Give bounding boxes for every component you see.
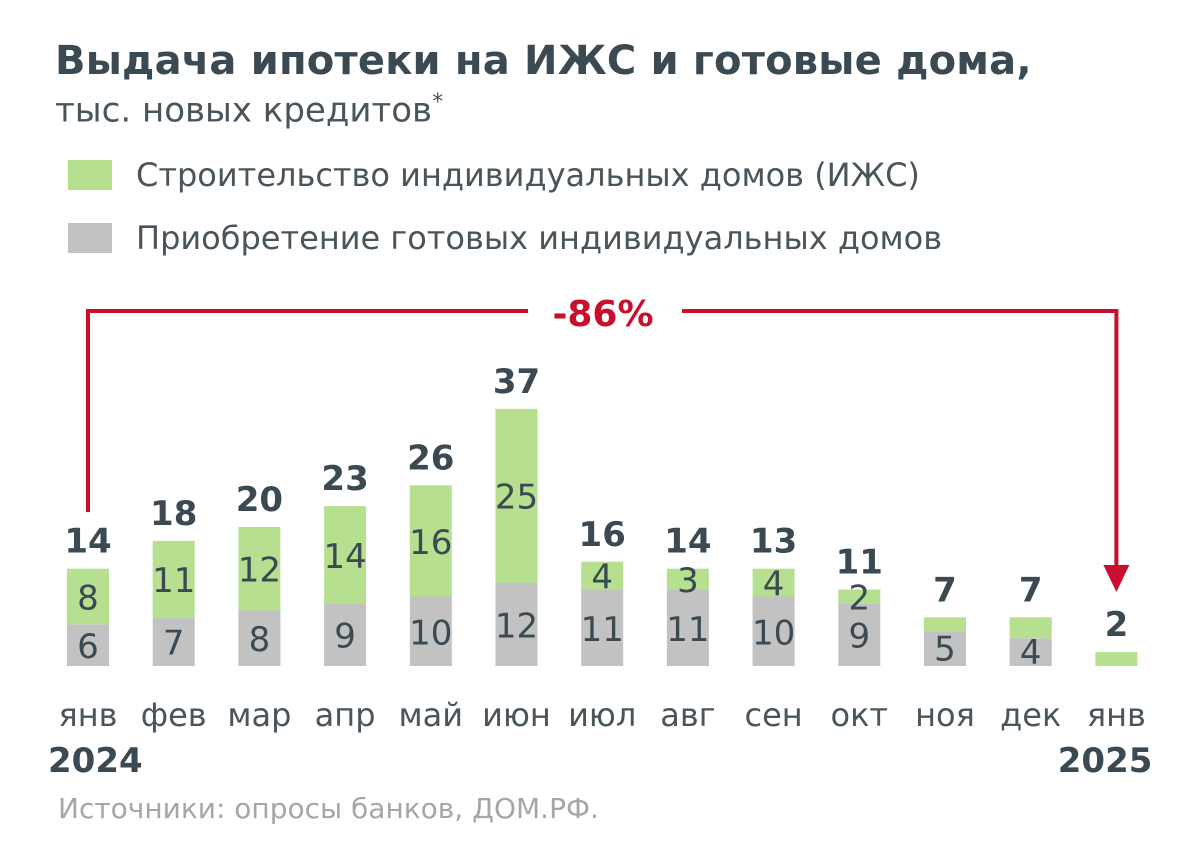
annotation-line-right <box>682 309 1119 565</box>
bar-izhs-8 <box>666 568 709 590</box>
category-2: фев <box>141 696 207 734</box>
total-5: 26 <box>407 438 454 478</box>
bar-izhs-11 <box>924 617 966 632</box>
total-2: 18 <box>150 494 197 534</box>
label-izhs-5: 16 <box>409 523 452 563</box>
label-ready-2: 7 <box>163 624 185 664</box>
label-ready-4: 9 <box>334 617 356 657</box>
year-end: 2025 <box>1058 741 1153 781</box>
bar-ready-11 <box>924 631 966 666</box>
label-izhs-8: 3 <box>677 561 699 601</box>
bar-izhs-10 <box>838 589 881 604</box>
chart-subtitle: тыс. новых кредитов* <box>55 90 443 130</box>
category-8: авг <box>660 696 715 734</box>
subtitle-text: тыс. новых кредитов <box>55 90 433 131</box>
bar-izhs-2 <box>152 540 195 618</box>
total-11: 7 <box>933 570 957 610</box>
bar-ready-2 <box>152 617 195 666</box>
label-izhs-1: 8 <box>77 579 99 619</box>
bar-izhs-13 <box>1095 652 1138 666</box>
bar-ready-7 <box>581 589 624 666</box>
category-5: май <box>399 696 464 734</box>
total-7: 16 <box>579 515 626 555</box>
bar-ready-1 <box>67 624 109 666</box>
bar-ready-5 <box>409 596 452 666</box>
subtitle-footnote-marker: * <box>432 90 444 115</box>
label-izhs-7: 4 <box>591 558 613 598</box>
bar-izhs-4 <box>324 506 367 604</box>
label-ready-11: 5 <box>934 630 956 670</box>
category-10: окт <box>831 696 889 734</box>
category-7: июл <box>568 696 636 734</box>
label-izhs-2: 11 <box>152 561 195 601</box>
bar-ready-4 <box>324 603 367 666</box>
bar-ready-6 <box>495 582 538 666</box>
label-ready-10: 9 <box>848 617 870 657</box>
bar-ready-10 <box>838 603 881 666</box>
label-izhs-6: 25 <box>495 478 538 518</box>
label-ready-9: 10 <box>752 613 795 653</box>
bar-ready-12 <box>1009 638 1052 666</box>
legend-item-izhs: Строительство индивидуальных домов (ИЖС) <box>68 155 920 195</box>
category-13: янв <box>1087 696 1146 734</box>
legend-item-ready-houses: Приобретение готовых индивидуальных домо… <box>68 218 942 258</box>
total-13: 2 <box>1105 605 1129 645</box>
annotation-line-left <box>86 309 528 512</box>
category-12: дек <box>1000 696 1061 734</box>
source-note: Источники: опросы банков, ДОМ.РФ. <box>58 792 599 825</box>
legend-label-ready-houses: Приобретение готовых индивидуальных домо… <box>136 219 943 257</box>
label-ready-1: 6 <box>77 627 99 667</box>
legend-swatch-ready-houses <box>68 223 112 253</box>
total-12: 7 <box>1019 570 1043 610</box>
year-start: 2024 <box>48 741 143 781</box>
chart-title: Выдача ипотеки на ИЖС и готовые дома, <box>55 38 1032 84</box>
total-8: 14 <box>664 522 711 562</box>
bar-ready-3 <box>238 610 281 666</box>
bar-izhs-7 <box>581 561 624 590</box>
total-3: 20 <box>236 480 283 520</box>
label-ready-12: 4 <box>1020 633 1042 673</box>
annotation-arrowhead <box>1103 565 1130 592</box>
bar-izhs-12 <box>1009 617 1052 639</box>
category-6: июн <box>482 696 551 734</box>
label-ready-3: 8 <box>249 620 271 660</box>
total-4: 23 <box>321 459 368 499</box>
total-6: 37 <box>493 362 540 402</box>
category-9: сен <box>744 696 802 734</box>
total-1: 14 <box>64 522 111 562</box>
label-izhs-3: 12 <box>238 551 281 591</box>
label-izhs-10: 2 <box>848 579 870 619</box>
label-izhs-9: 4 <box>763 565 785 605</box>
total-9: 13 <box>750 522 797 562</box>
category-3: мар <box>227 696 291 734</box>
bar-izhs-1 <box>67 568 109 625</box>
total-10: 11 <box>836 543 883 583</box>
label-ready-7: 11 <box>581 610 624 650</box>
legend-label-izhs: Строительство индивидуальных домов (ИЖС) <box>136 156 920 194</box>
category-1: янв <box>58 696 117 734</box>
bar-izhs-3 <box>238 527 281 611</box>
bar-izhs-9 <box>752 568 795 597</box>
bar-izhs-5 <box>409 485 452 597</box>
category-4: апр <box>315 696 376 734</box>
bar-izhs-6 <box>495 408 538 583</box>
label-ready-5: 10 <box>409 613 452 653</box>
label-izhs-4: 14 <box>323 537 366 577</box>
annotation-label: -86% <box>552 294 653 335</box>
bar-ready-9 <box>752 596 795 666</box>
legend-swatch-izhs <box>68 160 112 190</box>
label-ready-6: 12 <box>495 606 538 646</box>
label-ready-8: 11 <box>666 610 709 650</box>
bar-ready-8 <box>666 589 709 666</box>
category-11: ноя <box>915 696 975 734</box>
